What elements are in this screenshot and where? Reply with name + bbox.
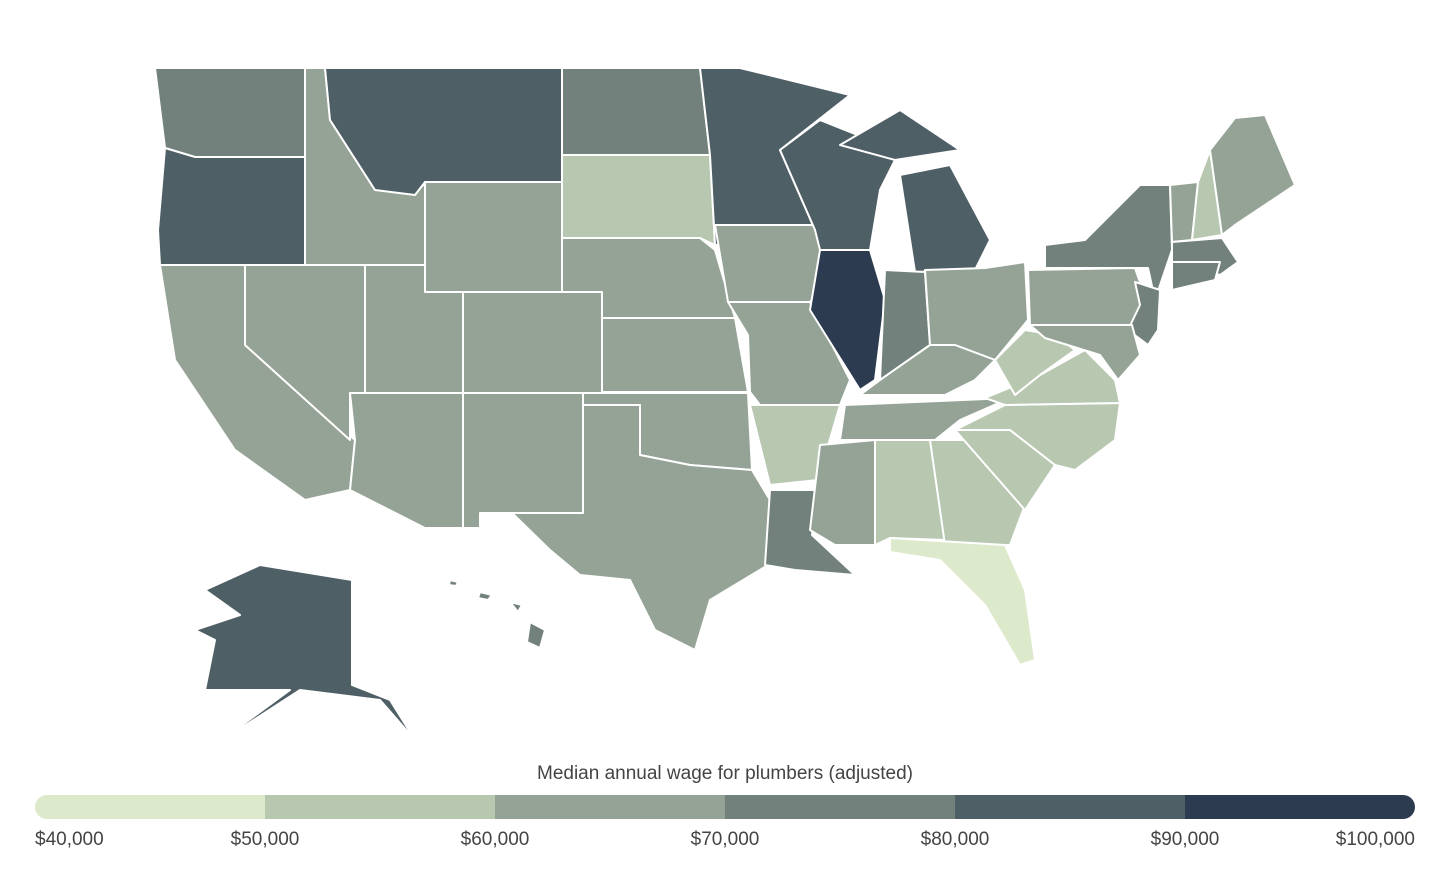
state [859, 344, 996, 396]
state [1127, 281, 1161, 346]
legend-segment [725, 795, 955, 819]
state [509, 601, 523, 613]
state [448, 579, 459, 587]
legend-segment [1185, 795, 1415, 819]
state [994, 329, 1076, 396]
state [601, 317, 749, 393]
state [511, 404, 771, 651]
legend-tick-label: $40,000 [35, 829, 104, 850]
legend-segment [955, 795, 1185, 819]
legend-tick-label: $70,000 [691, 829, 760, 850]
state [477, 591, 493, 601]
state [1209, 114, 1296, 236]
legend-title: Median annual wage for plumbers (adjuste… [537, 763, 913, 784]
state [561, 154, 716, 246]
state [349, 392, 464, 529]
state [194, 564, 416, 746]
color-legend: $40,000 $50,000 $60,000 $70,000 $80,000 $90,0… [35, 795, 1415, 850]
legend-tick-label: $80,000 [921, 829, 990, 850]
state [526, 621, 546, 649]
state [1029, 324, 1141, 381]
state [1027, 267, 1149, 326]
state [839, 109, 961, 161]
legend-tick-label: $100,000 [1336, 829, 1415, 850]
state [809, 439, 876, 546]
state [424, 181, 563, 293]
state-map [154, 67, 1296, 746]
state [889, 537, 1036, 666]
state [462, 392, 584, 529]
legend-segment [265, 795, 495, 819]
state [1171, 261, 1221, 291]
legend-tick-label: $60,000 [461, 829, 530, 850]
legend-segment [495, 795, 725, 819]
state [157, 147, 306, 266]
state [561, 67, 711, 156]
legend-tick-label: $90,000 [1151, 829, 1220, 850]
state [462, 291, 603, 394]
legend-segment [35, 795, 265, 819]
legend-tick-label: $50,000 [231, 829, 300, 850]
state [899, 164, 991, 273]
state [809, 249, 886, 391]
state [154, 67, 306, 158]
